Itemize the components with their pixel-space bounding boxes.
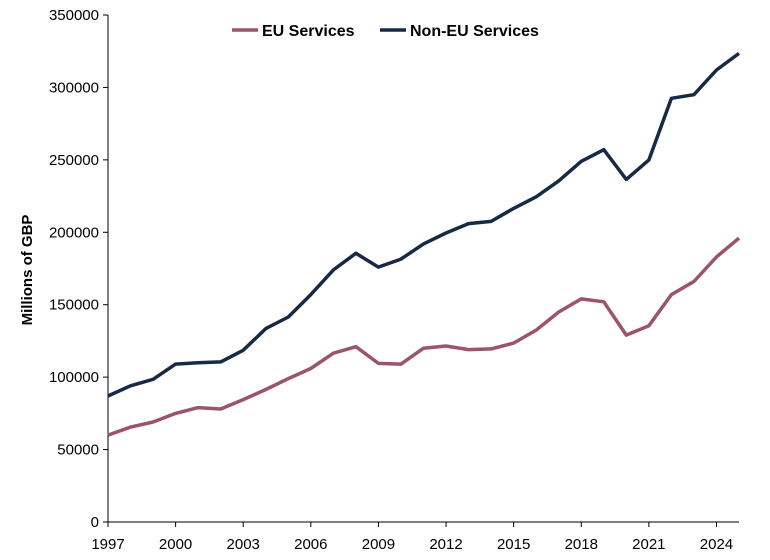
- y-tick-label: 350000: [49, 7, 99, 24]
- x-tick-label: 1997: [91, 536, 124, 553]
- x-tick-label: 2012: [429, 536, 462, 553]
- x-tick-label: 2015: [497, 536, 530, 553]
- axes: 0 50000 100000 150000 200000 250000 300000 3500…: [49, 7, 739, 553]
- y-tick-label: 0: [91, 514, 99, 531]
- y-tick-label: 50000: [57, 442, 99, 459]
- x-tick-label: 2021: [632, 536, 665, 553]
- series-line-eu-services: [107, 236, 741, 437]
- y-tick-label: 150000: [49, 297, 99, 314]
- legend-label-eu-services: EU Services: [262, 23, 355, 40]
- y-tick-label: 100000: [49, 369, 99, 386]
- x-tick-label: 2006: [294, 536, 327, 553]
- x-tick-label: 2024: [700, 536, 733, 553]
- x-tick-label: 2003: [227, 536, 260, 553]
- legend: EU Services Non-EU Services: [232, 23, 539, 40]
- x-tick-label: 2018: [565, 536, 598, 553]
- series-line-non-eu-services: [107, 51, 741, 398]
- y-tick-label: 300000: [49, 79, 99, 96]
- legend-label-non-eu-services: Non-EU Services: [410, 23, 539, 40]
- y-axis-title: Millions of GBP: [19, 215, 36, 326]
- x-tick-label: 2000: [159, 536, 192, 553]
- series-lines: [107, 51, 741, 437]
- x-tick-label: 2009: [362, 536, 395, 553]
- y-tick-label: 200000: [49, 224, 99, 241]
- y-tick-label: 250000: [49, 152, 99, 169]
